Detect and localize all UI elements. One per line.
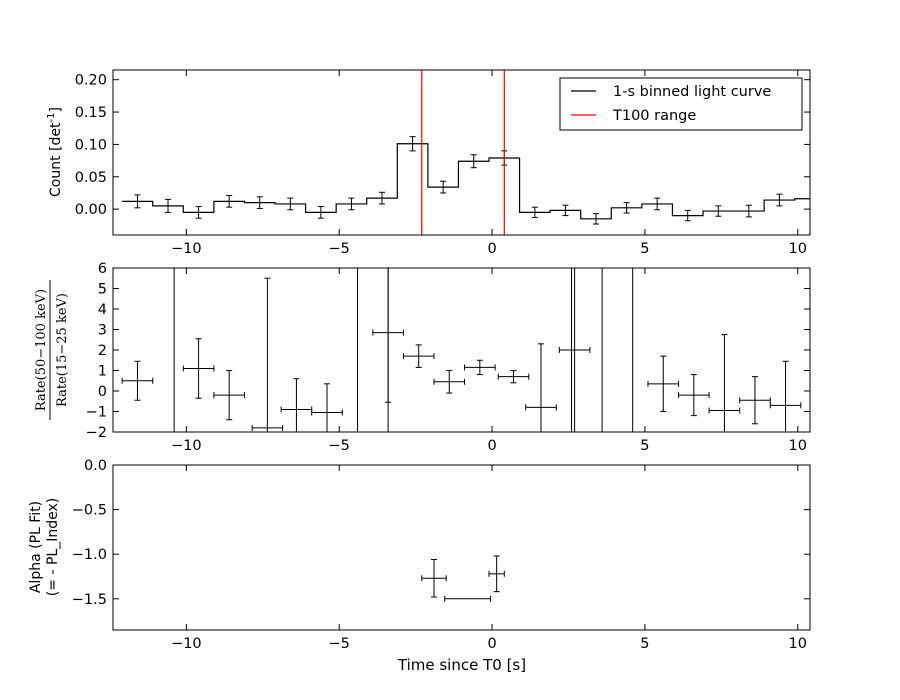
x-tick-label: 10 — [789, 636, 807, 652]
y-tick-label: −1 — [86, 405, 107, 421]
x-tick-label: 5 — [640, 636, 649, 652]
y-tick-label: 0.15 — [75, 105, 107, 121]
x-tick-label: −10 — [171, 241, 202, 257]
x-axis-label: Time since T0 [s] — [397, 656, 526, 674]
x-tick-label: −10 — [171, 636, 202, 652]
panel-light-curve-frame — [112, 69, 811, 236]
panel-alpha-plot — [421, 555, 505, 602]
ylabel-main: Count [det — [48, 122, 64, 197]
ylabel-line1: Alpha (PL Fit) — [28, 501, 44, 593]
x-tick-label: 5 — [640, 438, 649, 454]
y-tick-label: 0.10 — [75, 137, 107, 153]
x-tick-label: −5 — [329, 636, 350, 652]
x-tick-label: −10 — [171, 438, 202, 454]
panel-alpha-ticks: −10 −5 0 5 10 0.0 −0.5 −1.0 −1.5 — [72, 458, 810, 652]
y-tick-label: 0 — [98, 384, 107, 400]
panel-alpha-ylabel: Alpha (PL Fit) (= - PL_Index) — [28, 498, 61, 596]
light-curve-step — [122, 143, 810, 220]
y-tick-label: 3 — [98, 323, 107, 339]
legend: 1-s binned light curve T100 range — [559, 77, 803, 131]
legend-label-curve: 1-s binned light curve — [613, 84, 771, 100]
panel-alpha-frame — [112, 464, 811, 631]
y-tick-label: −0.5 — [72, 503, 107, 519]
y-tick-label: 5 — [98, 282, 107, 298]
x-tick-label: 5 — [640, 241, 649, 257]
y-tick-label: −1.5 — [72, 592, 107, 608]
x-tick-label: 0 — [487, 241, 496, 257]
x-tick-label: 10 — [789, 438, 807, 454]
legend-box — [559, 77, 803, 131]
y-tick-label: 0.05 — [75, 170, 107, 186]
legend-label-t100: T100 range — [612, 108, 696, 124]
ylabel-tail: ] — [48, 107, 64, 112]
panel-light-curve-ylabel: Count [det-1] — [46, 107, 64, 197]
x-tick-label: 10 — [789, 241, 807, 257]
x-tick-label: −5 — [329, 241, 350, 257]
y-tick-label: 1 — [98, 364, 107, 380]
panel-light-curve: −10 −5 0 5 10 0.00 0.05 0.10 0.15 0.20 Count [det… — [46, 69, 811, 257]
y-tick-label: 4 — [98, 302, 107, 318]
y-tick-label: 2 — [98, 343, 107, 359]
panel-hardness-ratio-frame — [112, 267, 811, 433]
y-tick-label: 0.20 — [75, 73, 107, 89]
panel-alpha: −10 −5 0 5 10 0.0 −0.5 −1.0 −1.5 Alpha (PL Fit) … — [28, 458, 811, 652]
x-tick-label: 0 — [487, 438, 496, 454]
panel-light-curve-ticks: −10 −5 0 5 10 0.00 0.05 0.10 0.15 0.20 — [75, 70, 810, 257]
ylabel-numerator: Rate(50−100 keV) — [34, 289, 49, 411]
panel-hardness-ratio-plot — [121, 268, 802, 432]
panel-hardness-ratio-ylabel: Rate(50−100 keV) Rate(15−25 keV) — [34, 280, 70, 420]
ylabel-line2: (= - PL_Index) — [45, 498, 61, 596]
x-tick-label: −5 — [329, 438, 350, 454]
y-tick-label: 0.0 — [84, 458, 107, 474]
y-tick-label: 6 — [98, 261, 107, 277]
ylabel-sup: -1 — [46, 113, 57, 123]
ylabel-denominator: Rate(15−25 keV) — [55, 293, 70, 407]
y-tick-label: −1.0 — [72, 547, 107, 563]
y-tick-label: 0.00 — [75, 202, 107, 218]
x-tick-label: 0 — [487, 636, 496, 652]
panel-light-curve-plot — [122, 70, 810, 235]
y-tick-label: −2 — [86, 425, 107, 441]
